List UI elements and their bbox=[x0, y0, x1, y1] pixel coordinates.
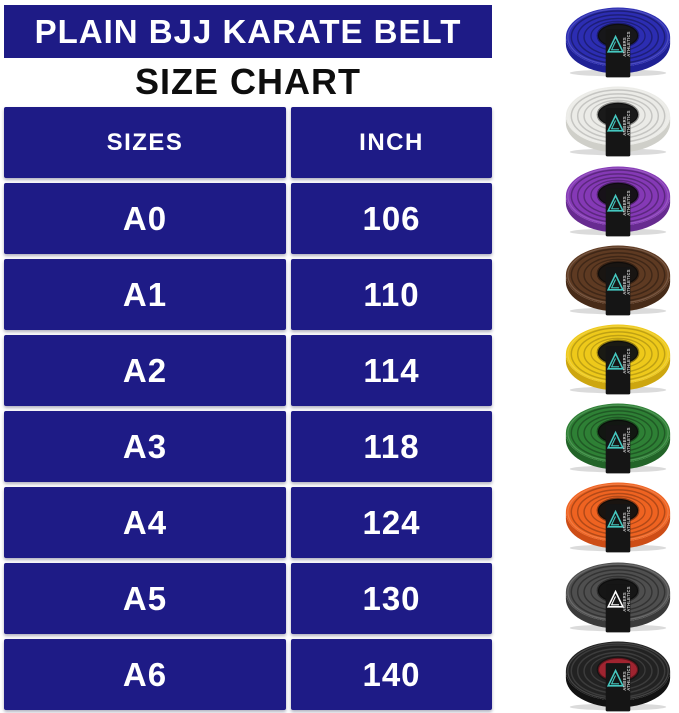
brand-triangle-logo-accent bbox=[610, 595, 619, 606]
rolled-belt-image: AMBERS ATHLETICS bbox=[565, 86, 671, 157]
rolled-belt-image: AMBERS ATHLETICS bbox=[565, 403, 671, 474]
brand-triangle-logo-icon bbox=[606, 272, 625, 291]
brand-label bbox=[605, 266, 631, 316]
brand-triangle-logo-icon bbox=[606, 193, 625, 212]
belt-roll-side bbox=[565, 354, 671, 391]
size-cell: A3 bbox=[4, 411, 286, 482]
belt-strip: AMBERS ATHLETICS AMBERS ATHLETICS bbox=[557, 0, 679, 713]
brand-triangle-logo-icon bbox=[606, 34, 625, 53]
brand-label bbox=[605, 346, 631, 395]
brand-triangle-logo-icon bbox=[606, 589, 625, 608]
brand-label-line2: ATHLETICS bbox=[626, 31, 631, 57]
size-cell: A5 bbox=[4, 563, 286, 634]
belt-gray: AMBERS ATHLETICS bbox=[557, 555, 679, 634]
brand-triangle-logo-icon bbox=[606, 510, 625, 529]
brand-label-line1: AMBERS bbox=[622, 116, 627, 136]
belt-purple: AMBERS ATHLETICS bbox=[557, 158, 679, 237]
brand-label-line2: ATHLETICS bbox=[626, 348, 631, 374]
brand-triangle-logo-accent bbox=[610, 199, 619, 209]
brand-label-line2: ATHLETICS bbox=[626, 111, 631, 137]
inch-cell: 106 bbox=[291, 183, 492, 254]
brand-label-line2: ATHLETICS bbox=[626, 269, 631, 295]
belt-roll-side bbox=[565, 116, 671, 153]
brand-label bbox=[605, 108, 631, 157]
brand-label-line1: AMBERS bbox=[622, 433, 627, 453]
product-title-banner: PLAIN BJJ KARATE BELT bbox=[4, 5, 492, 58]
belt-green: AMBERS ATHLETICS bbox=[557, 396, 679, 475]
belt-roll-side bbox=[565, 512, 671, 549]
rolled-belt-image: AMBERS ATHLETICS bbox=[565, 324, 671, 395]
belt-roll-side bbox=[565, 433, 671, 470]
size-cell: A2 bbox=[4, 335, 286, 406]
brand-triangle-logo-accent bbox=[610, 120, 619, 130]
rolled-belt-image: AMBERS ATHLETICS bbox=[565, 7, 671, 78]
rolled-belt-image: AMBERS ATHLETICS bbox=[565, 562, 671, 633]
belt-roll-side bbox=[565, 37, 671, 74]
belt-white: AMBERS ATHLETICS bbox=[557, 79, 679, 158]
size-cell: A0 bbox=[4, 183, 286, 254]
rolled-belt-image: AMBERS ATHLETICS bbox=[565, 245, 671, 316]
product-title: PLAIN BJJ KARATE BELT bbox=[34, 12, 462, 50]
inch-cell: 118 bbox=[291, 411, 492, 482]
brand-label bbox=[605, 583, 631, 633]
brand-triangle-logo-accent bbox=[610, 516, 619, 526]
brand-label bbox=[605, 29, 631, 78]
brand-label-line2: ATHLETICS bbox=[626, 586, 631, 612]
belt-roll-side bbox=[565, 670, 671, 708]
rolled-belt-image: AMBERS ATHLETICS bbox=[565, 166, 671, 236]
brand-triangle-logo-accent bbox=[610, 279, 619, 289]
brand-label bbox=[605, 187, 631, 236]
brand-label-line1: AMBERS bbox=[622, 37, 627, 57]
brand-label-line2: ATHLETICS bbox=[626, 507, 631, 533]
inch-cell: 140 bbox=[291, 639, 492, 710]
brand-label bbox=[605, 425, 631, 474]
brand-label-line1: AMBERS bbox=[622, 671, 627, 691]
brand-label-line1: AMBERS bbox=[622, 354, 627, 374]
brand-triangle-logo-accent bbox=[610, 437, 619, 447]
belt-yellow: AMBERS ATHLETICS bbox=[557, 317, 679, 396]
brand-label-line1: AMBERS bbox=[622, 512, 627, 532]
brand-label-line1: AMBERS bbox=[622, 592, 627, 612]
size-chart-title: SIZE CHART bbox=[135, 61, 361, 102]
size-chart-table: SIZES INCH A0 106 A1 110 A2 114 A3 118 A… bbox=[4, 107, 492, 710]
brand-label-line2: ATHLETICS bbox=[626, 427, 631, 453]
brand-triangle-logo-accent bbox=[610, 675, 619, 685]
inch-cell: 124 bbox=[291, 487, 492, 558]
brand-triangle-logo-accent bbox=[610, 41, 619, 51]
rolled-belt-image: AMBERS ATHLETICS bbox=[565, 641, 671, 712]
brand-label-line2: ATHLETICS bbox=[626, 665, 631, 691]
brand-label bbox=[605, 504, 631, 553]
belt-blue: AMBERS ATHLETICS bbox=[557, 0, 679, 79]
brand-label-line1: AMBERS bbox=[622, 275, 627, 295]
brand-triangle-logo-icon bbox=[606, 668, 625, 687]
inch-cell: 130 bbox=[291, 563, 492, 634]
belt-roll-side bbox=[565, 591, 671, 629]
brand-label bbox=[605, 663, 631, 712]
belt-roll-side bbox=[565, 195, 671, 232]
rolled-belt-image: AMBERS ATHLETICS bbox=[565, 482, 671, 553]
brand-triangle-logo-accent bbox=[610, 358, 619, 368]
belt-orange: AMBERS ATHLETICS bbox=[557, 475, 679, 554]
column-header-sizes: SIZES bbox=[4, 107, 286, 178]
inch-cell: 110 bbox=[291, 259, 492, 330]
size-cell: A1 bbox=[4, 259, 286, 330]
size-cell: A4 bbox=[4, 487, 286, 558]
belt-roll-side bbox=[565, 274, 671, 312]
inch-cell: 114 bbox=[291, 335, 492, 406]
brand-triangle-logo-icon bbox=[606, 114, 625, 132]
belt-brown: AMBERS ATHLETICS bbox=[557, 238, 679, 317]
column-header-inch: INCH bbox=[291, 107, 492, 178]
brand-triangle-logo-icon bbox=[606, 351, 625, 370]
brand-label-line1: AMBERS bbox=[622, 196, 627, 216]
belt-black: AMBERS ATHLETICS bbox=[557, 634, 679, 713]
brand-label-line2: ATHLETICS bbox=[626, 190, 631, 216]
brand-triangle-logo-icon bbox=[606, 430, 625, 449]
size-cell: A6 bbox=[4, 639, 286, 710]
